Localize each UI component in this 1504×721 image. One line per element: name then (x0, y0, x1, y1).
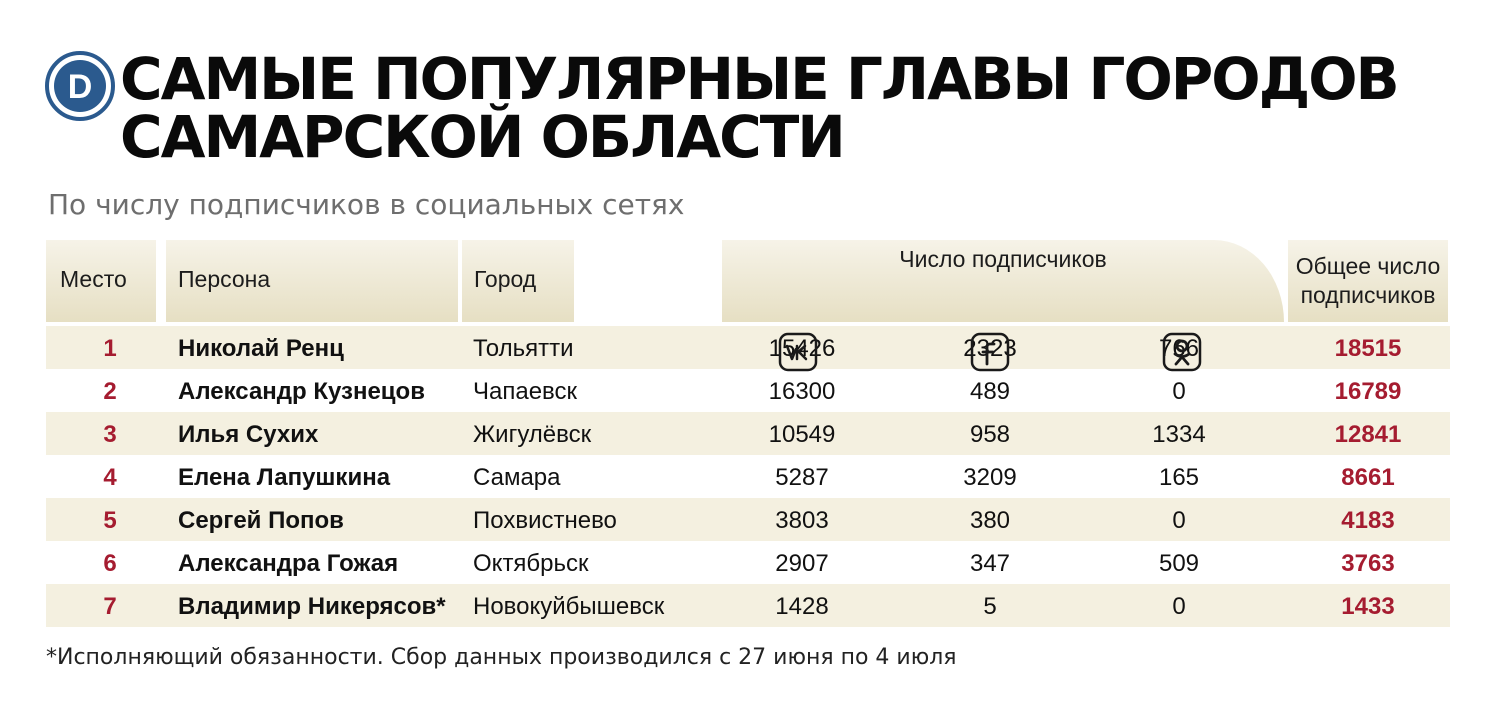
person-name: Илья Сухих (178, 421, 319, 448)
vk-count: 3803 (775, 507, 829, 534)
city-name: Тольятти (473, 335, 574, 362)
facebook-count: 489 (969, 378, 1011, 405)
total-count: 8661 (1341, 464, 1395, 491)
table-row: 7 Владимир Никерясов* Новокуйбышевск 1428 5 0… (46, 584, 1450, 627)
city-name: Новокуйбышевск (473, 593, 665, 620)
vk-count: 2907 (775, 550, 829, 577)
total-count: 18515 (1334, 335, 1402, 362)
table-row: 5 Сергей Попов Похвистнево 3803 380 0 4183 (46, 498, 1450, 541)
total-count: 12841 (1334, 421, 1402, 448)
person-name: Сергей Попов (178, 507, 344, 534)
city-name: Самара (473, 464, 561, 491)
person-name: Александр Кузнецов (178, 378, 425, 405)
title-line-1: САМЫЕ ПОПУЛЯРНЫЕ ГЛАВЫ ГОРОДОВ (120, 45, 1400, 113)
facebook-count: 958 (969, 421, 1011, 448)
place-cell: 3 (103, 421, 117, 448)
place-cell: 2 (103, 378, 117, 405)
odnoklassniki-count: 0 (1172, 507, 1186, 534)
total-count: 1433 (1341, 593, 1395, 620)
table-row: 4 Елена Лапушкина Самара 5287 3209 165 8661 (46, 455, 1450, 498)
place-cell: 1 (103, 335, 117, 362)
header-place: Место (46, 240, 156, 322)
odnoklassniki-count: 0 (1172, 378, 1186, 405)
logo-letter: D (68, 68, 93, 106)
subtitle: По числу подписчиков в социальных сетях (48, 188, 685, 221)
facebook-count: 3209 (963, 464, 1017, 491)
person-name: Владимир Никерясов* (178, 593, 446, 620)
total-count: 3763 (1341, 550, 1395, 577)
odnoklassniki-count: 0 (1172, 593, 1186, 620)
vk-icon (778, 332, 818, 372)
odnoklassniki-count: 165 (1158, 464, 1200, 491)
facebook-count: 347 (969, 550, 1011, 577)
table-row: 6 Александра Гожая Октябрьск 2907 347 509 3763 (46, 541, 1450, 584)
ranking-table: 1 Николай Ренц Тольятти 15426 2323 766 18515 2 А… (46, 326, 1450, 627)
place-cell: 7 (103, 593, 117, 620)
header-city: Город (462, 240, 574, 322)
odnoklassniki-icon (1162, 332, 1202, 372)
odnoklassniki-count: 509 (1158, 550, 1200, 577)
total-count: 16789 (1334, 378, 1402, 405)
person-name: Александра Гожая (178, 550, 399, 577)
header-subscribers: Число подписчиков (722, 240, 1284, 322)
place-cell: 5 (103, 507, 117, 534)
header-person: Персона (166, 240, 458, 322)
table-row: 3 Илья Сухих Жигулёвск 10549 958 1334 12841 (46, 412, 1450, 455)
odnoklassniki-count: 1334 (1152, 421, 1206, 448)
vk-count: 16300 (768, 378, 836, 405)
table-row: 1 Николай Ренц Тольятти 15426 2323 766 18515 (46, 326, 1450, 369)
page-title: САМЫЕ ПОПУЛЯРНЫЕ ГЛАВЫ ГОРОДОВ САМАРСКОЙ… (120, 45, 1400, 171)
header-total: Общее число подписчиков (1288, 240, 1448, 322)
person-name: Елена Лапушкина (178, 464, 391, 491)
place-cell: 6 (103, 550, 117, 577)
vk-count: 5287 (775, 464, 829, 491)
logo-icon: D (45, 51, 115, 121)
place-cell: 4 (103, 464, 117, 491)
person-name: Николай Ренц (178, 335, 344, 362)
total-count: 4183 (1341, 507, 1395, 534)
table-row: 2 Александр Кузнецов Чапаевск 16300 489 0 1678… (46, 369, 1450, 412)
facebook-icon (970, 332, 1010, 372)
title-line-2: САМАРСКОЙ ОБЛАСТИ (120, 103, 846, 171)
city-name: Похвистнево (473, 507, 617, 534)
facebook-count: 380 (969, 507, 1011, 534)
city-name: Чапаевск (473, 378, 578, 405)
facebook-count: 5 (983, 593, 997, 620)
vk-count: 1428 (775, 593, 829, 620)
footnote: *Исполняющий обязанности. Сбор данных пр… (46, 645, 957, 670)
city-name: Жигулёвск (473, 421, 592, 448)
vk-count: 10549 (768, 421, 836, 448)
city-name: Октябрьск (473, 550, 589, 577)
